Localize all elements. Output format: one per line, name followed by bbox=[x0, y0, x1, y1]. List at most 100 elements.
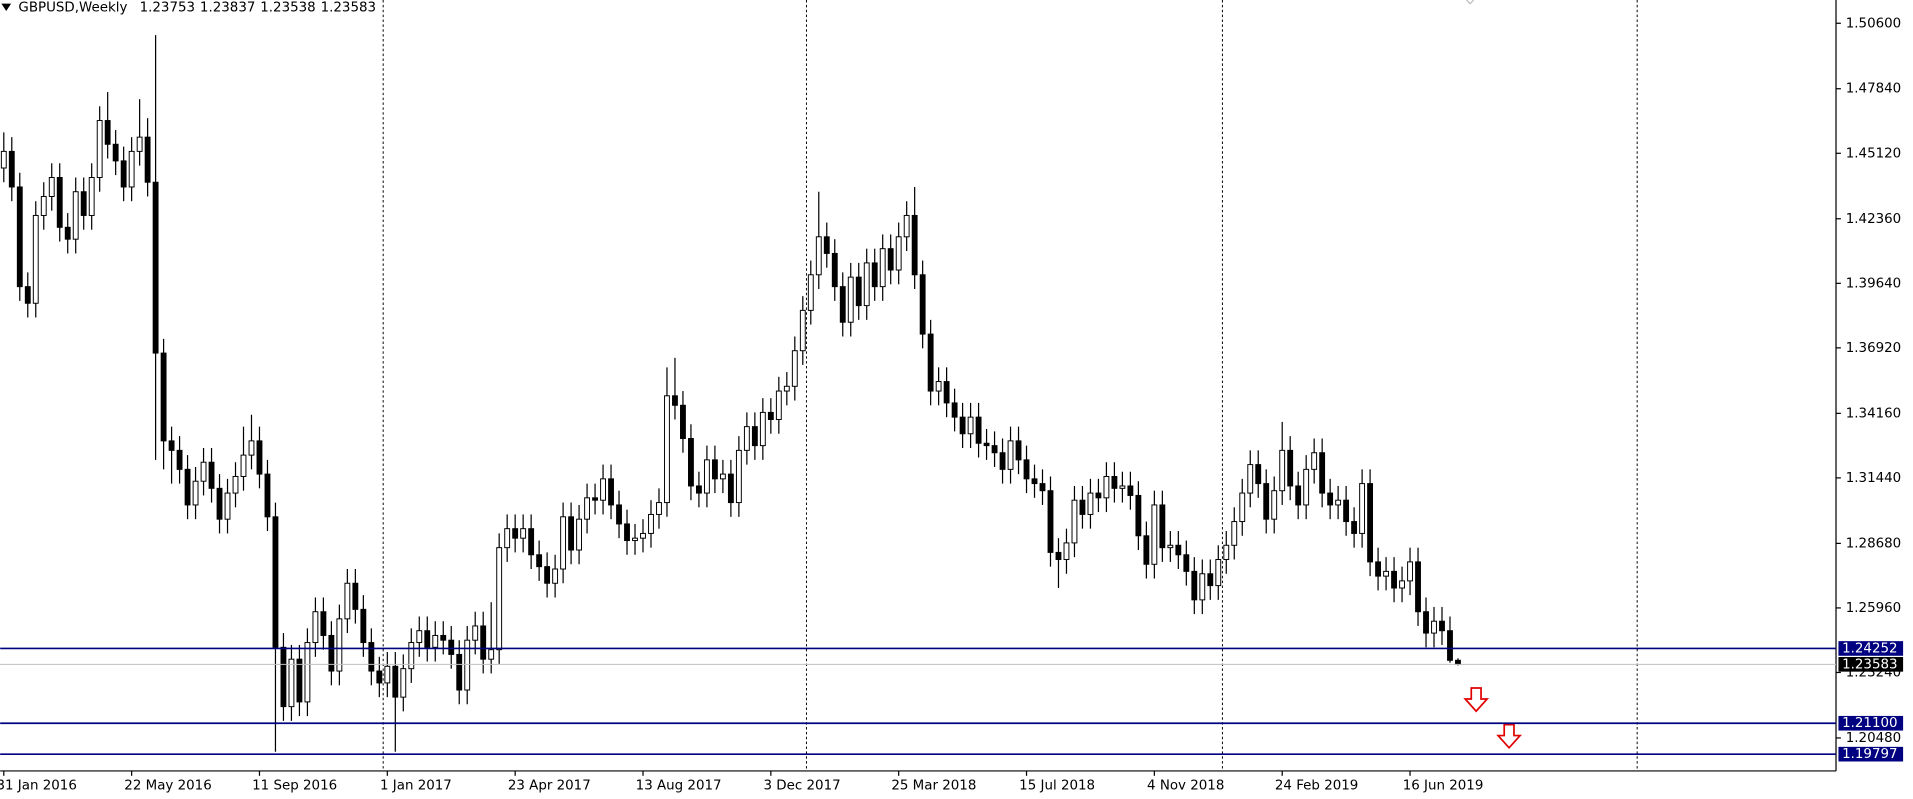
candle-body bbox=[823, 236, 830, 254]
candle-body bbox=[248, 440, 255, 456]
candle-body bbox=[1239, 492, 1246, 523]
candle-body bbox=[320, 611, 327, 636]
candle-body bbox=[72, 191, 79, 240]
down-arrow bbox=[1496, 723, 1522, 750]
x-tick-label: 24 Feb 2019 bbox=[1275, 779, 1358, 794]
candle-body bbox=[1295, 485, 1302, 506]
candle-body bbox=[935, 381, 942, 392]
candle-body bbox=[40, 195, 47, 216]
x-tick-label: 3 Dec 2017 bbox=[764, 779, 841, 794]
current-price-box bbox=[1838, 657, 1904, 672]
candle-body bbox=[240, 454, 247, 477]
candle-body bbox=[352, 582, 359, 610]
candle-body bbox=[1103, 475, 1110, 499]
candle-body bbox=[112, 143, 119, 162]
candle-body bbox=[1191, 570, 1198, 601]
candle-body bbox=[1031, 478, 1038, 485]
candle-body bbox=[520, 528, 527, 539]
candle-body bbox=[96, 120, 103, 178]
x-tick-label: 4 Nov 2018 bbox=[1147, 779, 1224, 794]
x-tick-label: 22 May 2016 bbox=[124, 779, 211, 794]
candle-body bbox=[767, 411, 774, 421]
candle-body bbox=[1111, 475, 1118, 489]
candle-body bbox=[903, 214, 910, 238]
level-label: 1.21100 bbox=[1842, 716, 1897, 731]
candle-body bbox=[472, 625, 479, 641]
candle-body bbox=[1127, 485, 1134, 496]
level-label: 1.19797 bbox=[1842, 747, 1897, 762]
candle-body bbox=[560, 516, 567, 570]
candle-body bbox=[584, 497, 590, 520]
candle-body bbox=[328, 634, 335, 672]
candle-body bbox=[512, 528, 519, 539]
x-tick-label: 13 Aug 2017 bbox=[636, 779, 722, 794]
candle-body bbox=[919, 274, 926, 335]
candle-body bbox=[1407, 561, 1413, 582]
candle-body bbox=[200, 461, 207, 482]
candle-body bbox=[1383, 570, 1389, 577]
candle-body bbox=[1399, 580, 1405, 589]
y-tick-label: 1.42360 bbox=[1846, 212, 1901, 227]
candle-body bbox=[879, 248, 886, 288]
candle-body bbox=[368, 642, 375, 672]
candle-body bbox=[743, 426, 750, 451]
candle-body bbox=[184, 468, 191, 506]
candle-body bbox=[664, 395, 670, 504]
candle-body bbox=[680, 404, 686, 439]
candle-body bbox=[592, 497, 598, 501]
candle-body bbox=[1423, 611, 1429, 634]
candle-body bbox=[24, 286, 31, 304]
candle-body bbox=[1151, 504, 1158, 565]
candle-body bbox=[576, 518, 583, 551]
candle-body bbox=[1071, 499, 1078, 544]
candle-body bbox=[672, 395, 678, 406]
candle-body bbox=[895, 236, 902, 271]
candle-body bbox=[696, 485, 702, 494]
menu-triangle[interactable] bbox=[1, 3, 12, 11]
candle-body bbox=[616, 504, 622, 525]
candle-body bbox=[1063, 542, 1070, 561]
candle-body bbox=[1271, 490, 1278, 520]
candle-body bbox=[1303, 468, 1310, 506]
candle-body bbox=[1015, 440, 1022, 461]
candle-body bbox=[104, 120, 111, 145]
candle-body bbox=[568, 516, 575, 551]
candle-body bbox=[88, 177, 95, 216]
y-tick-label: 1.34160 bbox=[1846, 406, 1901, 421]
candle-body bbox=[1343, 499, 1350, 523]
candle-body bbox=[1311, 452, 1318, 470]
candle-body bbox=[264, 473, 271, 518]
candle-body bbox=[192, 480, 199, 506]
header-high: 1.23837 bbox=[200, 0, 255, 15]
candle-body bbox=[120, 160, 127, 188]
candle-body bbox=[1175, 544, 1182, 556]
candle-body bbox=[360, 608, 367, 644]
candle-body bbox=[863, 262, 870, 307]
candle-body bbox=[1247, 464, 1254, 494]
candle-body bbox=[144, 136, 151, 183]
candle-body bbox=[983, 442, 990, 447]
candle-body bbox=[791, 350, 798, 387]
candle-body bbox=[1367, 483, 1374, 563]
candle-body bbox=[1223, 544, 1230, 561]
candle-body bbox=[1079, 499, 1086, 515]
current-price-label: 1.23583 bbox=[1842, 657, 1897, 672]
header-low: 1.23538 bbox=[260, 0, 315, 15]
candle-body bbox=[544, 566, 551, 584]
y-tick-label: 1.50600 bbox=[1846, 16, 1901, 31]
candle-body bbox=[344, 582, 351, 620]
candle-body bbox=[152, 181, 159, 354]
candle-body bbox=[815, 236, 822, 276]
y-tick-label: 1.28680 bbox=[1846, 536, 1901, 551]
candle-body bbox=[1207, 573, 1214, 587]
candle-body bbox=[1055, 551, 1062, 561]
candle-body bbox=[80, 191, 87, 216]
candle-body bbox=[759, 411, 766, 447]
candle-body bbox=[128, 150, 135, 188]
candle-body bbox=[847, 276, 854, 323]
candle-body bbox=[496, 547, 503, 651]
candle-body bbox=[272, 516, 279, 648]
down-arrow bbox=[1463, 687, 1490, 713]
candle-body bbox=[967, 416, 974, 435]
